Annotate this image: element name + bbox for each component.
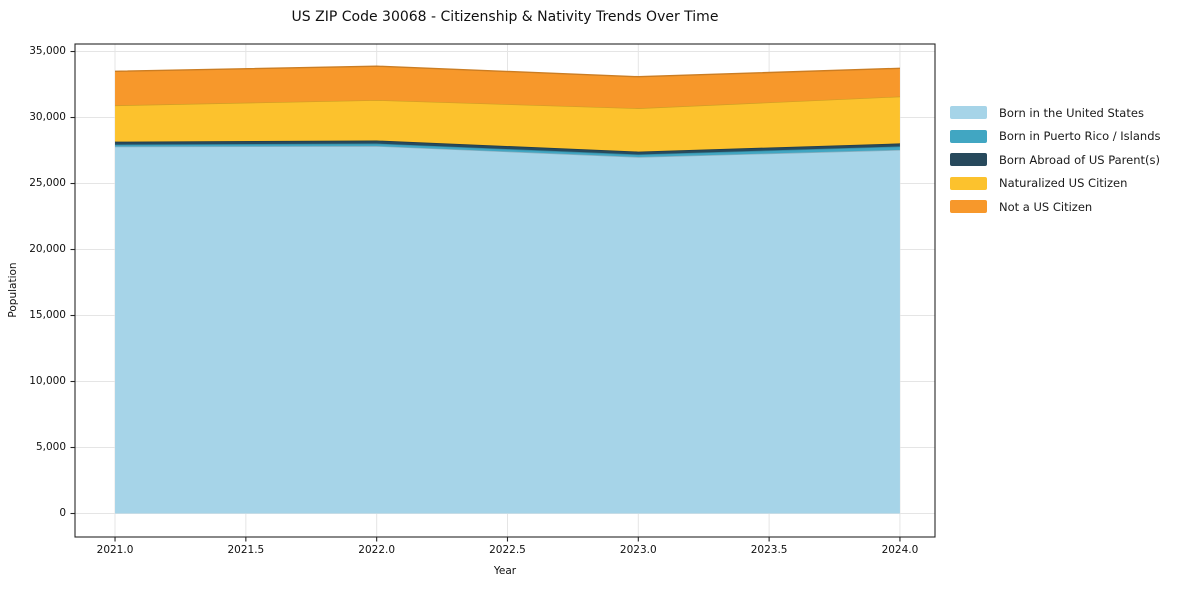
legend-swatch [950, 106, 987, 120]
legend-item: Naturalized US Citizen [950, 172, 1161, 196]
legend-item: Born Abroad of US Parent(s) [950, 148, 1161, 172]
legend-item: Born in Puerto Rico / Islands [950, 125, 1161, 149]
y-tick-label: 30,000 [29, 111, 66, 124]
legend-label: Born in the United States [999, 105, 1144, 120]
x-axis-label: Year [493, 565, 517, 577]
x-tick-label: 2024.0 [881, 544, 919, 556]
x-tick-label: 2023.5 [750, 544, 788, 556]
x-tick-label: 2021.0 [96, 544, 134, 556]
legend-item: Born in the United States [950, 101, 1161, 125]
y-tick-label: 25,000 [29, 177, 66, 190]
legend-label: Born Abroad of US Parent(s) [999, 152, 1160, 167]
area-not-a-us-citizen [115, 66, 900, 109]
y-tick-label: 10,000 [29, 375, 66, 387]
legend-swatch [950, 176, 987, 190]
x-tick-label: 2023.0 [619, 544, 657, 556]
chart-title: US ZIP Code 30068 - Citizenship & Nativi… [291, 9, 719, 25]
y-tick-label: 35,000 [29, 45, 66, 58]
x-tick-label: 2022.5 [489, 544, 526, 556]
legend-label: Naturalized US Citizen [999, 176, 1128, 191]
legend-item: Not a US Citizen [950, 195, 1161, 219]
area-naturalized-us-citizen [115, 96, 900, 152]
area-born-in-puerto-rico-islands [115, 143, 900, 157]
plot-frame [74, 43, 936, 538]
y-tick-label: 15,000 [29, 309, 66, 321]
x-tick-label: 2022.0 [358, 544, 396, 556]
area-born-abroad-of-us-parent-s [115, 140, 900, 155]
x-tick-label: 2021.5 [227, 544, 265, 556]
legend: Born in the United States Born in Puerto … [950, 101, 1161, 219]
area-edge-not-a-us-citizen [115, 65, 900, 78]
y-tick-label: 20,000 [29, 243, 66, 256]
area-born-in-the-united-states [115, 146, 900, 514]
legend-label: Born in Puerto Rico / Islands [999, 129, 1161, 144]
legend-swatch [950, 129, 987, 143]
y-tick-label: 0 [59, 507, 66, 519]
legend-swatch [950, 200, 987, 214]
y-tick-label: 5,000 [35, 441, 66, 453]
legend-label: Not a US Citizen [999, 199, 1093, 214]
legend-swatch [950, 153, 987, 167]
